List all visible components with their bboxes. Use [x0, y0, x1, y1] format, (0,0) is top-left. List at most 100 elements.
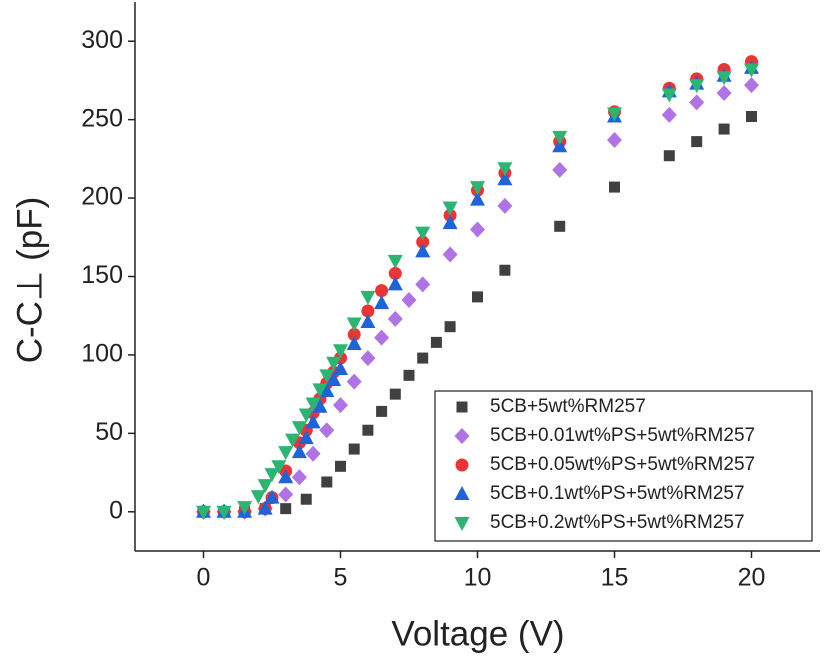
- x-tick-label: 20: [738, 564, 766, 592]
- y-tick-label: 200: [81, 183, 123, 211]
- data-point: [744, 63, 759, 78]
- data-point: [661, 106, 677, 123]
- data-point: [442, 201, 458, 216]
- data-point: [347, 328, 361, 342]
- data-point: [333, 361, 348, 376]
- data-point: [360, 350, 376, 367]
- data-point: [470, 191, 485, 206]
- data-point: [278, 469, 294, 484]
- data-point: [387, 254, 403, 269]
- data-point: [346, 373, 362, 390]
- data-point: [403, 369, 415, 381]
- data-point: [415, 243, 431, 258]
- data-point: [362, 424, 374, 436]
- data-point: [497, 162, 513, 177]
- data-point: [744, 77, 759, 94]
- data-point: [360, 313, 376, 328]
- data-point: [291, 444, 307, 459]
- data-point: [689, 79, 705, 94]
- data-point: [609, 181, 620, 193]
- data-point: [360, 290, 376, 305]
- data-point: [552, 138, 568, 153]
- legend-marker: [454, 517, 470, 531]
- data-point: [291, 421, 307, 436]
- data-point: [375, 284, 389, 298]
- data-point: [335, 460, 346, 472]
- data-point: [607, 132, 622, 149]
- data-point: [444, 321, 456, 333]
- data-point: [499, 264, 511, 276]
- data-point: [285, 433, 301, 448]
- data-point: [326, 356, 342, 371]
- data-point: [415, 276, 431, 293]
- data-point: [607, 107, 622, 122]
- data-point: [470, 221, 485, 238]
- data-point: [346, 317, 362, 332]
- data-point: [663, 150, 675, 162]
- legend-label: 5CB+0.1wt%PS+5wt%RM257: [490, 483, 745, 504]
- data-point: [497, 171, 513, 186]
- legend: 5CB+5wt%RM257 5CB+0.01wt%PS+5wt%RM257 5CB+…: [434, 390, 813, 542]
- data-point: [319, 422, 335, 439]
- data-point: [278, 486, 294, 503]
- data-point: [389, 388, 401, 400]
- data-point: [430, 336, 442, 348]
- data-point: [374, 295, 390, 310]
- data-point: [305, 414, 321, 429]
- data-point: [333, 397, 348, 414]
- y-tick-label: 100: [81, 340, 123, 368]
- data-point: [250, 490, 266, 505]
- y-tick-label: 250: [81, 104, 123, 132]
- x-tick-label: 0: [197, 564, 211, 592]
- y-axis-label: C-C⊥ (pF): [10, 197, 49, 364]
- data-point: [415, 226, 431, 241]
- data-point: [264, 489, 280, 504]
- data-point: [333, 344, 348, 359]
- data-point: [718, 123, 730, 135]
- data-point: [326, 372, 342, 387]
- legend-label: 5CB+5wt%RM257: [490, 396, 646, 417]
- data-point: [416, 235, 430, 249]
- data-point: [278, 446, 294, 461]
- data-point: [716, 84, 732, 101]
- legend-label: 5CB+0.05wt%PS+5wt%RM257: [490, 454, 755, 475]
- data-point: [387, 310, 403, 327]
- data-point: [346, 335, 362, 350]
- x-tick-label: 15: [601, 564, 629, 592]
- data-point: [196, 505, 211, 520]
- data-point: [417, 352, 429, 364]
- y-tick-label: 150: [81, 261, 123, 289]
- legend-marker: [456, 401, 468, 413]
- legend-box: [434, 390, 813, 542]
- legend-label: 5CB+0.01wt%PS+5wt%RM257: [490, 425, 755, 446]
- data-point: [312, 383, 328, 398]
- data-point: [716, 71, 732, 86]
- y-tick-label: 0: [109, 496, 123, 524]
- data-point: [257, 479, 273, 494]
- data-point: [216, 505, 232, 520]
- data-point: [552, 130, 568, 145]
- data-point: [387, 276, 403, 291]
- data-point: [319, 369, 335, 384]
- data-point: [388, 266, 402, 280]
- legend-marker: [455, 458, 469, 472]
- legend-label: 5CB+0.2wt%PS+5wt%RM257: [490, 512, 745, 533]
- x-axis-label: Voltage (V): [391, 614, 564, 653]
- data-point: [442, 246, 458, 263]
- data-point: [319, 383, 335, 398]
- data-point: [298, 408, 314, 423]
- data-point: [237, 501, 253, 516]
- data-point: [264, 468, 280, 483]
- data-point: [472, 291, 483, 303]
- x-tick-label: 10: [464, 564, 492, 592]
- data-point: [552, 161, 568, 178]
- data-point: [291, 469, 307, 486]
- data-point: [298, 430, 314, 445]
- data-point: [376, 405, 388, 417]
- legend-marker: [454, 428, 470, 444]
- data-point: [554, 220, 566, 232]
- data-point: [470, 181, 485, 196]
- data-point: [689, 94, 705, 111]
